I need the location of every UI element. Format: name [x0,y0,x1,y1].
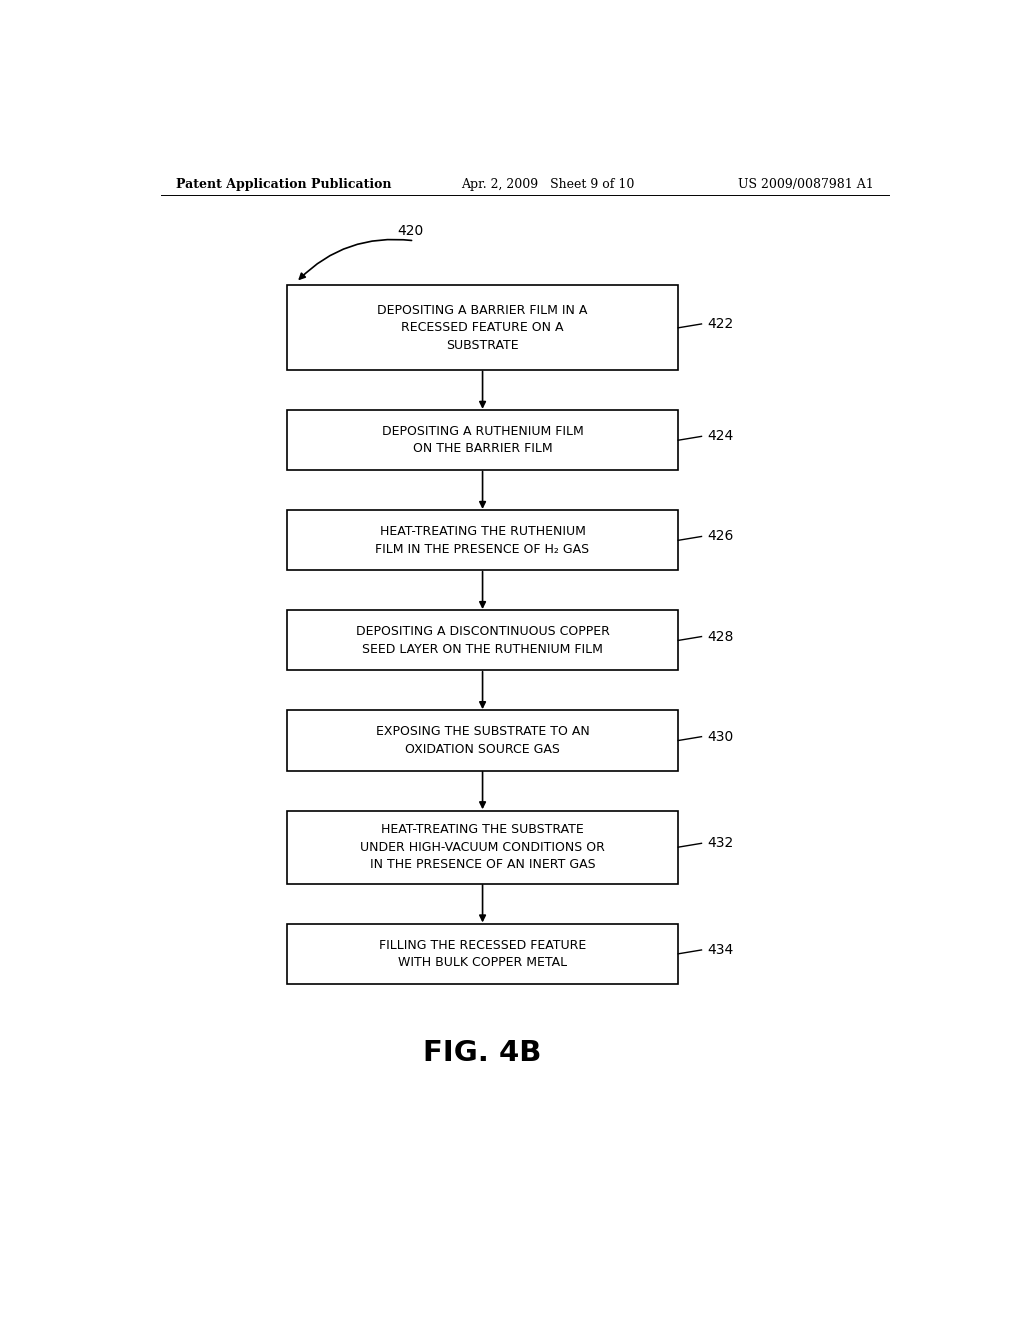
Text: 422: 422 [708,317,734,331]
Bar [287,810,678,884]
Bar [287,710,678,771]
Text: Patent Application Publication: Patent Application Publication [176,178,391,190]
Text: 434: 434 [708,942,734,957]
Text: 420: 420 [397,223,424,238]
Text: 428: 428 [708,630,734,644]
Text: FILLING THE RECESSED FEATURE
WITH BULK COPPER METAL: FILLING THE RECESSED FEATURE WITH BULK C… [379,939,586,969]
Text: 424: 424 [708,429,734,444]
Text: 432: 432 [708,837,734,850]
Text: EXPOSING THE SUBSTRATE TO AN
OXIDATION SOURCE GAS: EXPOSING THE SUBSTRATE TO AN OXIDATION S… [376,725,590,756]
Bar [287,610,678,671]
Bar [287,285,678,370]
Text: DEPOSITING A BARRIER FILM IN A
RECESSED FEATURE ON A
SUBSTRATE: DEPOSITING A BARRIER FILM IN A RECESSED … [378,304,588,352]
Bar [287,511,678,570]
Text: US 2009/0087981 A1: US 2009/0087981 A1 [738,178,873,190]
Text: HEAT-TREATING THE RUTHENIUM
FILM IN THE PRESENCE OF H₂ GAS: HEAT-TREATING THE RUTHENIUM FILM IN THE … [376,525,590,556]
Text: 426: 426 [708,529,734,544]
Text: Apr. 2, 2009   Sheet 9 of 10: Apr. 2, 2009 Sheet 9 of 10 [461,178,635,190]
Text: FIG. 4B: FIG. 4B [423,1039,542,1068]
Text: HEAT-TREATING THE SUBSTRATE
UNDER HIGH-VACUUM CONDITIONS OR
IN THE PRESENCE OF A: HEAT-TREATING THE SUBSTRATE UNDER HIGH-V… [360,824,605,871]
Bar [287,411,678,470]
Bar [287,924,678,983]
Text: DEPOSITING A DISCONTINUOUS COPPER
SEED LAYER ON THE RUTHENIUM FILM: DEPOSITING A DISCONTINUOUS COPPER SEED L… [355,626,609,656]
Text: 430: 430 [708,730,734,743]
Text: DEPOSITING A RUTHENIUM FILM
ON THE BARRIER FILM: DEPOSITING A RUTHENIUM FILM ON THE BARRI… [382,425,584,455]
